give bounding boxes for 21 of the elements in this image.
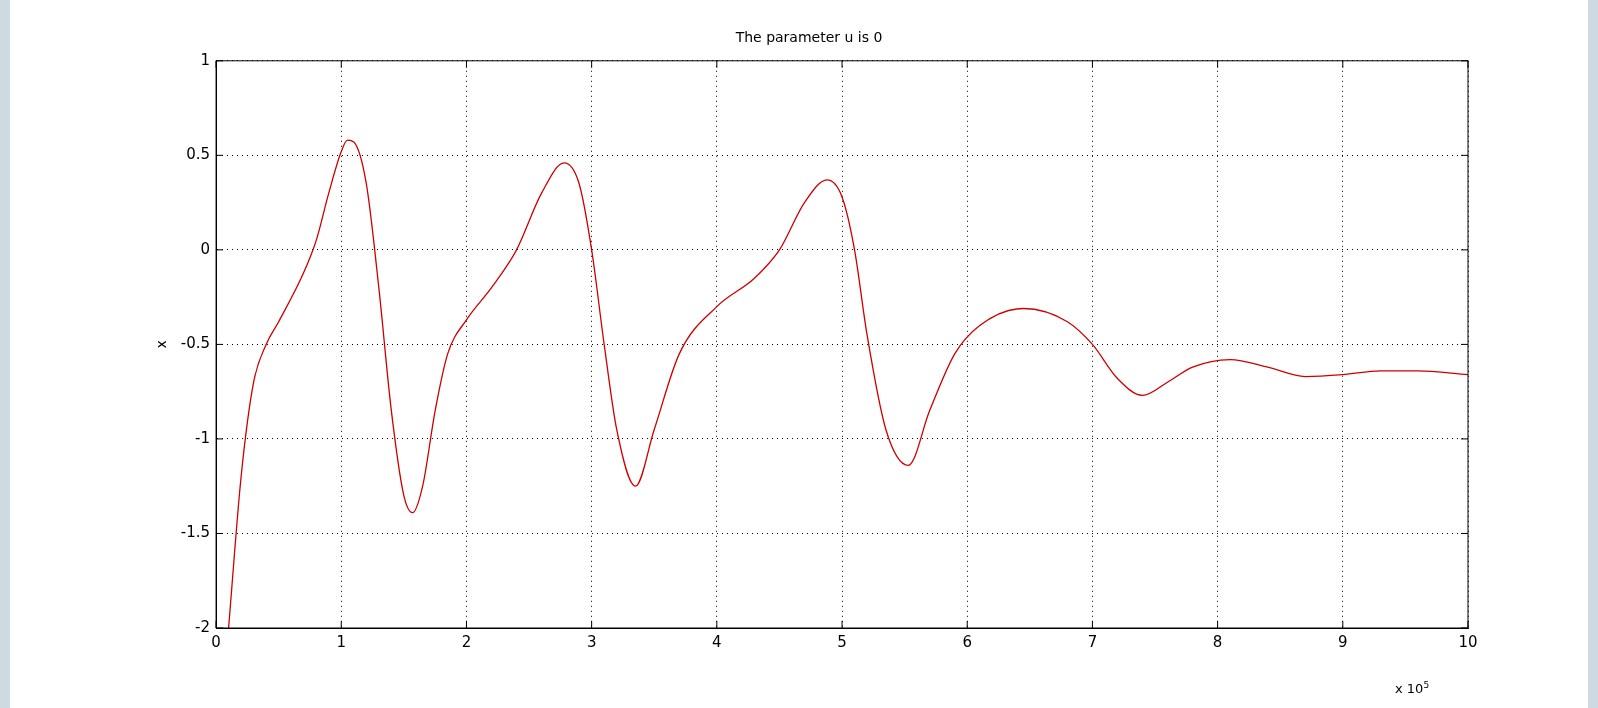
x-tick-label: 1 xyxy=(336,632,347,651)
x-tick-label: 9 xyxy=(1338,632,1348,651)
line-series xyxy=(227,139,1468,628)
x-tick-label: 2 xyxy=(461,632,472,651)
y-tick-label: 1 xyxy=(200,50,211,69)
y-tick-label: -1.5 xyxy=(180,523,211,542)
chart-title: The parameter u is 0 xyxy=(734,29,883,46)
y-tick-label: -1 xyxy=(195,428,211,447)
y-tick-label: 0 xyxy=(200,239,211,258)
x-tick-label: 4 xyxy=(712,632,722,651)
y-tick-label: -0.5 xyxy=(180,334,211,353)
x-tick-label: 8 xyxy=(1212,632,1223,651)
y-tick-label: -2 xyxy=(195,617,211,636)
x-tick-label: 10 xyxy=(1458,632,1478,651)
x-tick-label: 3 xyxy=(586,632,597,651)
x-tick-label: 6 xyxy=(962,632,972,651)
y-tick-label: 0.5 xyxy=(186,145,211,164)
x-tick-label: 5 xyxy=(837,632,847,651)
y-axis-title: x xyxy=(153,340,170,349)
x-tick-label: 7 xyxy=(1087,632,1098,651)
text: x 10$^{5}$ xyxy=(1395,680,1430,697)
